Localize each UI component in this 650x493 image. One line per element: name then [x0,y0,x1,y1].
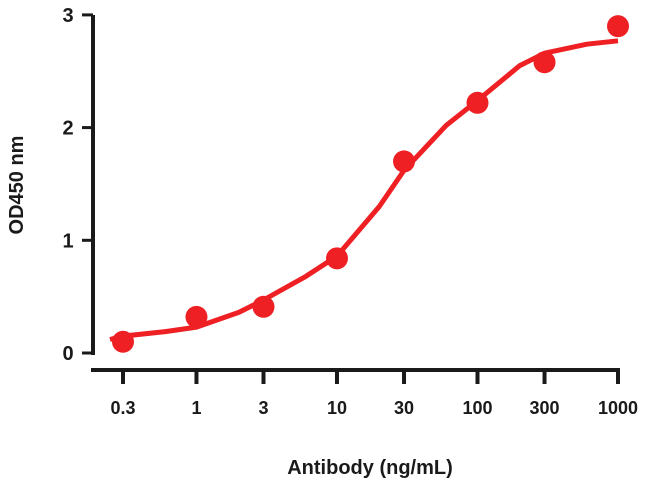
x-tick-label: 0.3 [110,398,135,418]
x-tick-label: 3 [259,398,269,418]
x-tick-label: 100 [462,398,492,418]
x-tick-label: 30 [394,398,414,418]
y-tick-label: 2 [62,118,73,140]
data-point [466,91,489,114]
y-tick-label: 1 [62,230,73,252]
data-point [325,247,348,270]
x-tick-label: 300 [530,398,560,418]
x-tick-label: 10 [327,398,347,418]
y-tick-label: 0 [62,343,73,365]
y-tick-label: 3 [62,5,73,27]
data-point [185,305,208,328]
data-point [112,330,134,353]
data-point [533,51,556,74]
fit-curve [109,38,619,342]
data-point [252,295,275,318]
axes [91,15,620,372]
x-axis-label: Antibody (ng/mL) [287,457,453,479]
data-point [393,150,416,173]
y-axis-label: OD450 nm [6,136,28,235]
x-tick-label: 1000 [598,398,638,418]
data-point [607,15,629,38]
x-tick-label: 1 [191,398,201,418]
